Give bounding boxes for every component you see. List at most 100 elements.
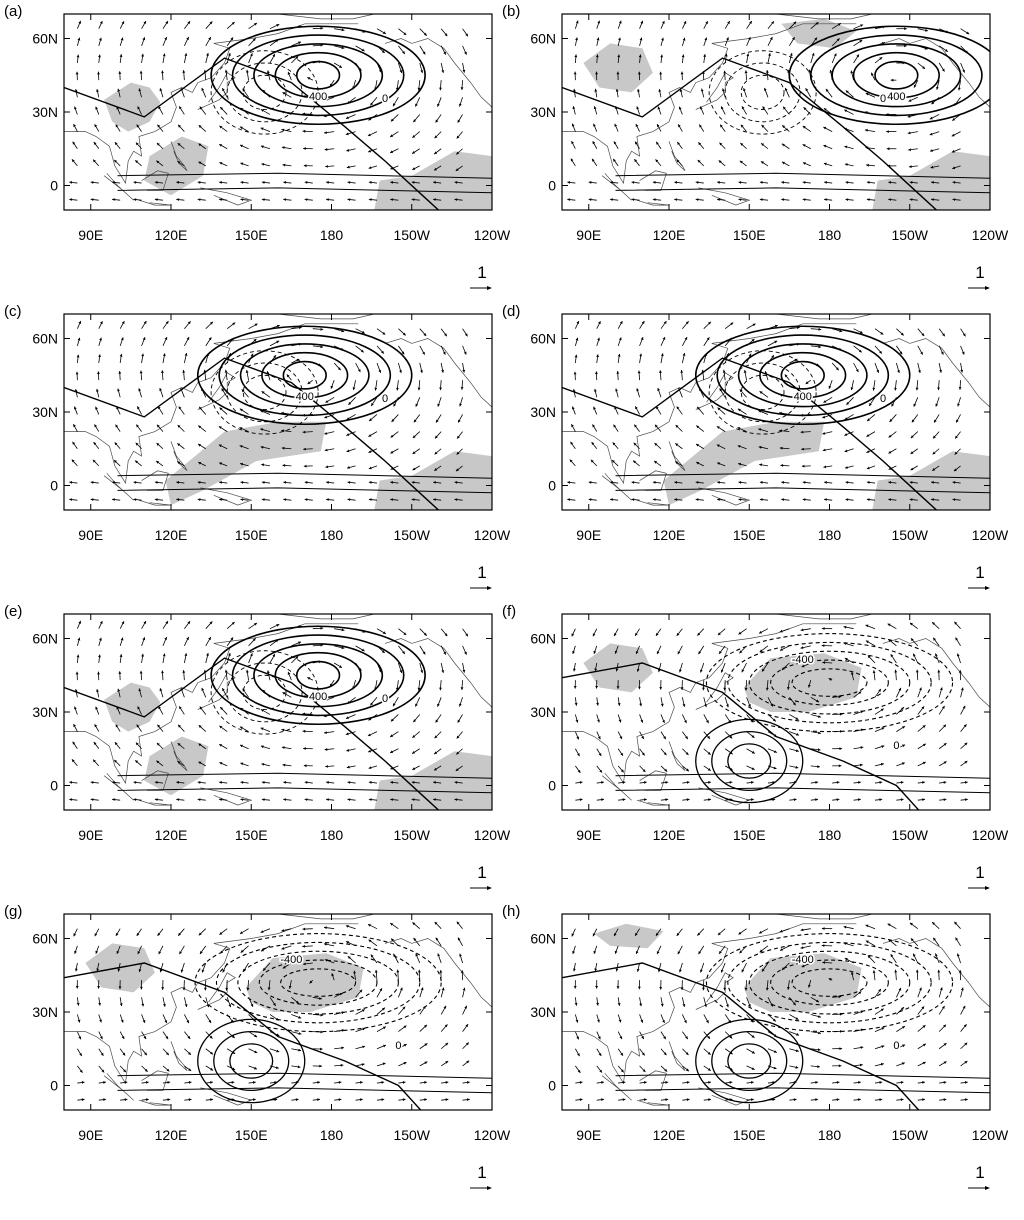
wind-vector-head bbox=[796, 326, 800, 330]
lon-tick-label: 150E bbox=[733, 827, 766, 843]
lon-tick-label: 180 bbox=[818, 1127, 842, 1143]
wind-vector-head bbox=[835, 367, 839, 371]
wind-vector-head bbox=[323, 114, 327, 118]
wind-vector-head bbox=[296, 358, 300, 362]
wind-vector-head bbox=[952, 181, 956, 184]
reference-vector-head bbox=[985, 286, 990, 290]
wind-vector-head bbox=[303, 464, 307, 468]
wind-vector-head bbox=[166, 1068, 170, 1072]
coastline bbox=[200, 187, 253, 206]
coastline bbox=[384, 938, 492, 1008]
wind-vector-head bbox=[76, 654, 80, 658]
wind-vector-head bbox=[860, 1046, 864, 1049]
wind-vector-head bbox=[302, 129, 306, 133]
wind-vector-head bbox=[642, 769, 646, 773]
wind-vector-head bbox=[434, 451, 438, 455]
wind-vector-head bbox=[382, 631, 386, 634]
wind-vector-head bbox=[362, 1027, 366, 1031]
wind-vector-head bbox=[633, 460, 636, 464]
wind-vector-head bbox=[254, 323, 258, 327]
wind-vector-head bbox=[390, 481, 394, 484]
contour-line bbox=[711, 1030, 788, 1092]
wind-vector-head bbox=[467, 1081, 470, 1084]
wind-vector-head bbox=[318, 363, 322, 367]
wind-vector-head bbox=[184, 653, 188, 656]
wind-vector-head bbox=[881, 1045, 885, 1048]
wind-vector-head bbox=[462, 669, 466, 673]
wind-vector-head bbox=[72, 741, 76, 745]
wind-vector-head bbox=[579, 1081, 583, 1084]
lat-tick-label: 60N bbox=[530, 331, 556, 347]
wind-vector-head bbox=[675, 425, 679, 428]
wind-vector-head bbox=[199, 406, 202, 410]
wind-vector-head bbox=[821, 644, 825, 647]
wind-vector-head bbox=[964, 1060, 968, 1064]
wind-vector-head bbox=[198, 462, 202, 465]
wind-vector-head bbox=[90, 481, 94, 484]
wind-vector-head bbox=[417, 387, 421, 391]
wind-vector-head bbox=[657, 969, 661, 973]
wind-vector-head bbox=[444, 1024, 448, 1028]
wind-vector-head bbox=[367, 924, 371, 927]
wind-vector-head bbox=[198, 761, 202, 765]
lon-tick-label: 180 bbox=[818, 227, 842, 243]
wind-vector-head bbox=[622, 1098, 626, 1102]
wind-vector-head bbox=[176, 781, 180, 784]
wind-vector-head bbox=[574, 354, 578, 358]
wind-vector-head bbox=[781, 198, 785, 201]
wind-vector-head bbox=[276, 1049, 280, 1053]
wind-vector-head bbox=[573, 668, 576, 672]
wind-vector-head bbox=[415, 103, 418, 107]
wind-vector-head bbox=[390, 166, 394, 170]
wind-vector-head bbox=[403, 1062, 407, 1065]
wind-vector-head bbox=[888, 639, 892, 642]
wind-vector-head bbox=[724, 53, 728, 57]
wind-vector-head bbox=[320, 26, 324, 30]
wind-vector-head bbox=[368, 766, 372, 769]
wind-vector-head bbox=[920, 351, 923, 355]
wind-vector-head bbox=[272, 54, 275, 57]
wind-vector-head bbox=[121, 1036, 125, 1039]
wind-vector-head bbox=[956, 653, 960, 657]
wind-vector-head bbox=[729, 1098, 733, 1102]
wind-vector-head bbox=[133, 781, 137, 784]
wind-vector-head bbox=[441, 369, 444, 373]
wind-vector-head bbox=[613, 424, 617, 428]
wind-vector-head bbox=[902, 61, 906, 65]
lat-tick-label: 60N bbox=[530, 931, 556, 947]
wind-vector-head bbox=[282, 763, 286, 767]
wind-vector-head bbox=[572, 389, 576, 392]
wind-vector-head bbox=[402, 1081, 406, 1084]
lon-tick-label: 120W bbox=[474, 227, 511, 243]
wind-vector-head bbox=[114, 142, 118, 146]
wind-vector-head bbox=[828, 678, 832, 681]
wind-vector-head bbox=[298, 1048, 302, 1052]
wind-vector-head bbox=[276, 340, 280, 344]
wind-vector-head bbox=[302, 944, 305, 948]
wind-vector-head bbox=[390, 434, 394, 438]
wind-vector-head bbox=[845, 198, 849, 201]
wind-vector-head bbox=[770, 1003, 773, 1007]
contour-label-zero: 0 bbox=[382, 393, 388, 405]
wind-vector-head bbox=[902, 1044, 906, 1048]
lon-tick-label: 150E bbox=[235, 827, 268, 843]
wind-vector-head bbox=[295, 56, 299, 60]
wind-vector-head bbox=[674, 181, 678, 184]
wind-vector-head bbox=[360, 349, 364, 353]
wind-vector-head bbox=[601, 1098, 604, 1102]
wind-vector-head bbox=[100, 1036, 103, 1040]
wind-vector-head bbox=[422, 51, 426, 55]
wind-vector-head bbox=[383, 1044, 386, 1048]
wind-vector-head bbox=[326, 798, 329, 801]
wind-vector-head bbox=[902, 1026, 905, 1029]
wind-vector-head bbox=[635, 932, 638, 936]
wind-vector-head bbox=[411, 498, 415, 501]
wind-vector-head bbox=[281, 393, 285, 397]
wind-vector-head bbox=[817, 1048, 821, 1052]
lon-tick-label: 90E bbox=[78, 527, 103, 543]
wind-vector-head bbox=[759, 930, 762, 934]
wind-vector-head bbox=[144, 1052, 147, 1056]
wind-vector-head bbox=[304, 198, 308, 201]
wind-vector-head bbox=[118, 671, 122, 674]
wind-vector-head bbox=[596, 354, 599, 358]
